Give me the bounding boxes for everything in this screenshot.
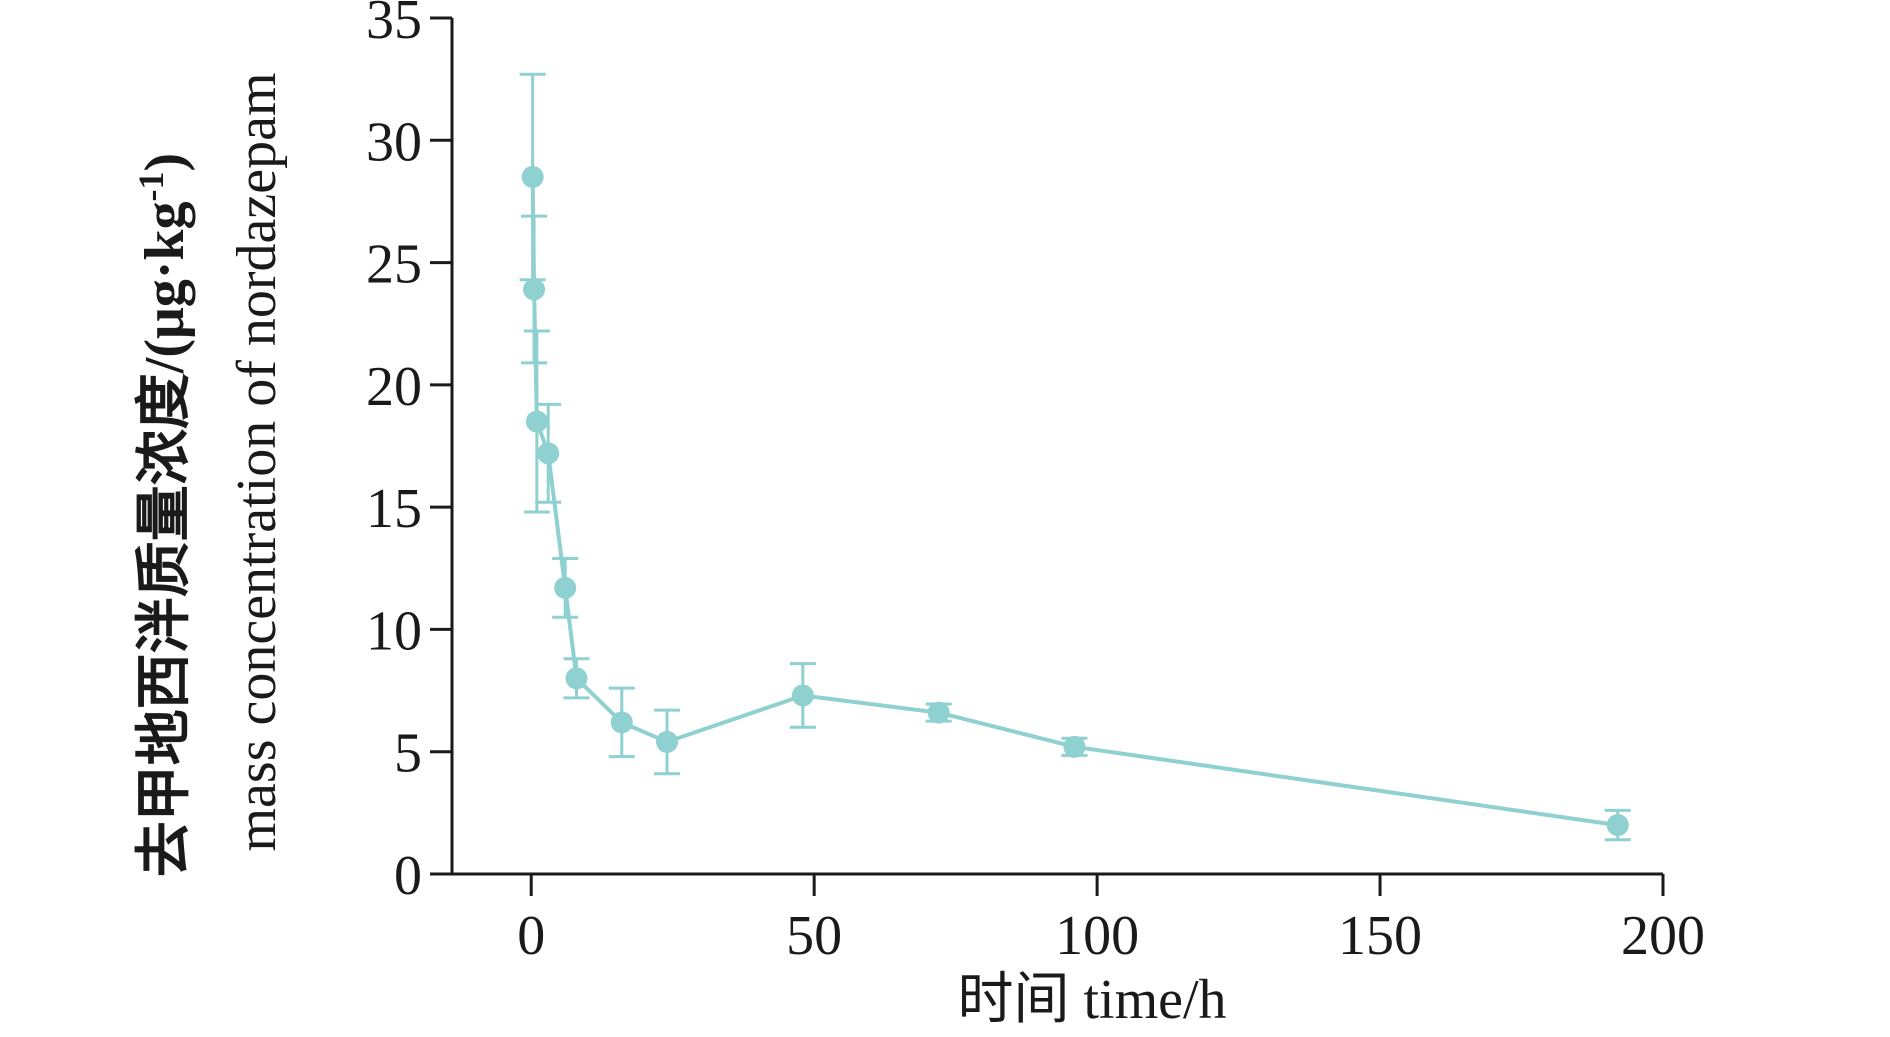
data-point bbox=[1063, 735, 1086, 758]
data-point bbox=[1606, 814, 1629, 837]
y-axis-title-unit-exponent: -1 bbox=[131, 171, 171, 201]
y-tick-label: 30 bbox=[366, 111, 422, 173]
x-tick-label: 50 bbox=[786, 905, 842, 967]
y-tick-label: 10 bbox=[366, 600, 422, 662]
y-tick-label: 20 bbox=[366, 356, 422, 418]
x-tick-label: 100 bbox=[1055, 905, 1139, 967]
data-point bbox=[610, 711, 633, 734]
series-line bbox=[530, 176, 1618, 828]
y-tick-label: 0 bbox=[394, 845, 422, 907]
data-point bbox=[791, 684, 814, 707]
data-point bbox=[554, 576, 577, 599]
y-tick-label: 15 bbox=[366, 478, 422, 540]
y-tick-label: 35 bbox=[366, 0, 422, 51]
x-axis-title: 时间 time/h bbox=[957, 969, 1226, 1031]
data-point bbox=[521, 165, 544, 188]
y-tick-label: 25 bbox=[366, 234, 422, 296]
series-layer bbox=[519, 72, 1631, 842]
data-point bbox=[523, 278, 546, 301]
data-point bbox=[927, 701, 950, 724]
y-axis-title-en: mass concentration of nordazepam bbox=[226, 72, 288, 851]
data-point bbox=[656, 730, 679, 753]
x-tick-label: 200 bbox=[1621, 905, 1705, 967]
data-point bbox=[537, 442, 560, 465]
y-tick-label: 5 bbox=[394, 723, 422, 785]
data-point bbox=[565, 667, 588, 690]
y-axis-title-cn-main: 去甲地西泮质量浓度/(μg·kg bbox=[134, 201, 196, 877]
y-axis-title-cn: 去甲地西泮质量浓度/(μg·kg-1) bbox=[131, 153, 196, 877]
axes-layer: 0 5 10 15 20 25 30 35 0 50 100 150 200 bbox=[366, 0, 1705, 967]
y-axis-title-unit-close: ) bbox=[134, 153, 196, 172]
x-tick-label: 0 bbox=[517, 905, 545, 967]
data-point bbox=[525, 410, 548, 433]
labels-layer: 时间 time/h 去甲地西泮质量浓度/(μg·kg-1) mass conce… bbox=[131, 72, 1227, 1031]
x-tick-label: 150 bbox=[1338, 905, 1422, 967]
